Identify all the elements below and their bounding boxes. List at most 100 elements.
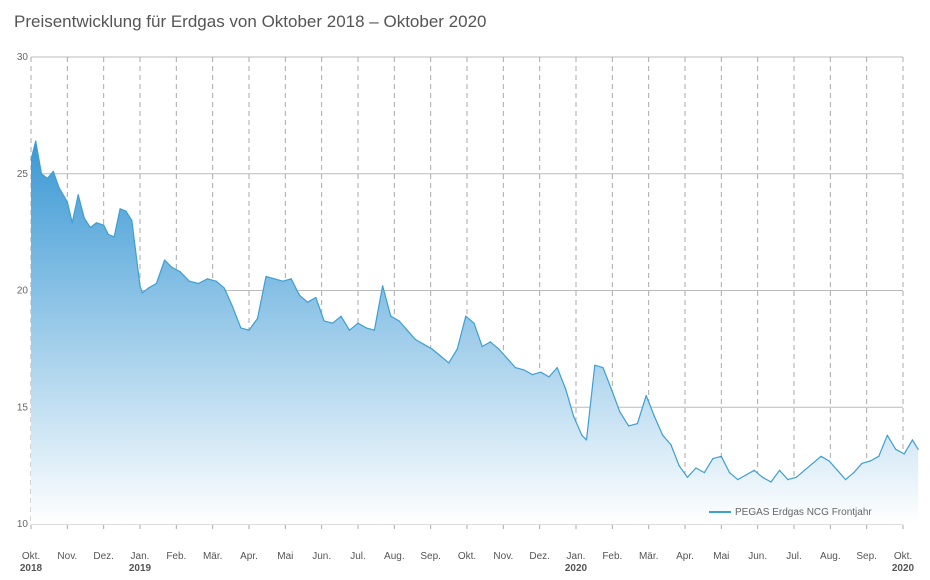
data-point bbox=[125, 210, 127, 212]
data-point bbox=[332, 322, 334, 324]
data-point bbox=[911, 439, 914, 441]
data-point bbox=[686, 476, 689, 478]
data-point bbox=[315, 296, 317, 299]
data-point bbox=[531, 374, 534, 376]
data-point bbox=[489, 341, 491, 343]
x-tick-label-18: Apr. bbox=[676, 551, 694, 562]
data-point bbox=[703, 472, 706, 474]
data-point bbox=[653, 416, 656, 418]
data-point bbox=[398, 320, 400, 322]
data-point bbox=[573, 416, 575, 418]
data-point bbox=[737, 479, 739, 481]
x-tick-label-13: Nov. bbox=[493, 551, 513, 562]
data-point bbox=[89, 226, 91, 229]
data-point bbox=[103, 224, 105, 226]
data-point bbox=[107, 233, 109, 236]
data-point bbox=[83, 217, 85, 219]
data-point bbox=[390, 315, 392, 317]
x-tick-label-6: Apr. bbox=[240, 551, 258, 562]
data-point bbox=[307, 301, 309, 303]
x-tick-label-24: Okt. bbox=[894, 551, 912, 562]
data-point bbox=[113, 236, 115, 238]
data-point bbox=[215, 280, 217, 282]
data-point bbox=[348, 329, 351, 331]
data-point bbox=[179, 271, 181, 273]
data-point bbox=[594, 364, 596, 366]
x-tick-label-7: Mai bbox=[277, 551, 293, 562]
data-point bbox=[465, 315, 467, 317]
data-point bbox=[514, 367, 517, 369]
x-tick-label-0: Okt. bbox=[22, 551, 40, 562]
data-point bbox=[845, 479, 847, 481]
x-tick-label-15: Jan. bbox=[567, 551, 586, 562]
data-point bbox=[556, 367, 558, 369]
data-point bbox=[670, 444, 672, 446]
data-point bbox=[323, 320, 325, 322]
data-point bbox=[265, 275, 267, 278]
data-point bbox=[861, 462, 863, 464]
data-point bbox=[778, 469, 781, 471]
data-point bbox=[206, 278, 209, 280]
data-point bbox=[373, 329, 375, 331]
data-point bbox=[728, 472, 731, 474]
data-point bbox=[869, 460, 871, 462]
data-point bbox=[240, 327, 242, 329]
x-tick-label-20: Jun. bbox=[748, 551, 767, 562]
x-tick-label-5: Mär. bbox=[203, 551, 222, 562]
data-point bbox=[365, 327, 367, 329]
data-point bbox=[119, 208, 121, 210]
series-area-fill bbox=[31, 141, 919, 524]
data-point bbox=[602, 367, 604, 369]
data-point bbox=[30, 159, 32, 161]
data-point bbox=[340, 315, 342, 317]
data-point bbox=[66, 201, 68, 203]
data-point bbox=[382, 285, 384, 287]
data-point bbox=[812, 462, 814, 464]
data-point bbox=[828, 460, 830, 462]
x-tick-label-8: Jun. bbox=[312, 551, 331, 562]
y-tick-label-10: 10 bbox=[17, 519, 29, 530]
data-point bbox=[95, 222, 97, 224]
x-tick-label-2: Dez. bbox=[93, 551, 114, 562]
data-point bbox=[223, 287, 225, 289]
data-point bbox=[131, 219, 133, 221]
data-point bbox=[256, 317, 259, 320]
data-point bbox=[745, 474, 747, 476]
legend-label: PEGAS Erdgas NCG Frontjahr bbox=[735, 507, 872, 518]
data-point bbox=[290, 278, 292, 280]
grid bbox=[30, 56, 904, 529]
x-tick-year-3: 2019 bbox=[129, 563, 152, 574]
data-point bbox=[35, 140, 37, 142]
data-point bbox=[46, 177, 49, 179]
data-point bbox=[232, 306, 234, 308]
x-tick-label-4: Feb. bbox=[166, 551, 186, 562]
data-point bbox=[636, 423, 639, 425]
y-tick-label-15: 15 bbox=[17, 402, 29, 413]
data-point bbox=[473, 322, 475, 324]
data-point bbox=[878, 455, 880, 457]
data-point bbox=[481, 345, 483, 348]
data-point bbox=[895, 448, 897, 450]
legend: PEGAS Erdgas NCG Frontjahr bbox=[709, 507, 872, 518]
x-tick-label-3: Jan. bbox=[131, 551, 150, 562]
x-tick-label-1: Nov. bbox=[57, 551, 77, 562]
series-line bbox=[30, 140, 919, 483]
data-point bbox=[141, 292, 143, 294]
data-point bbox=[585, 439, 588, 441]
y-tick-label-30: 30 bbox=[17, 52, 29, 63]
data-point bbox=[248, 329, 250, 331]
x-tick-label-11: Sep. bbox=[420, 551, 441, 562]
data-point bbox=[439, 355, 441, 357]
data-point bbox=[357, 322, 359, 324]
data-point bbox=[498, 348, 500, 350]
data-point bbox=[753, 469, 755, 471]
x-tick-label-22: Aug. bbox=[820, 551, 841, 562]
x-tick-year-15: 2020 bbox=[565, 563, 588, 574]
x-tick-label-16: Feb. bbox=[602, 551, 622, 562]
data-point bbox=[548, 376, 550, 378]
data-point bbox=[197, 282, 199, 285]
data-point bbox=[564, 388, 567, 390]
x-tick-label-14: Dez. bbox=[529, 551, 550, 562]
data-point bbox=[787, 479, 789, 481]
